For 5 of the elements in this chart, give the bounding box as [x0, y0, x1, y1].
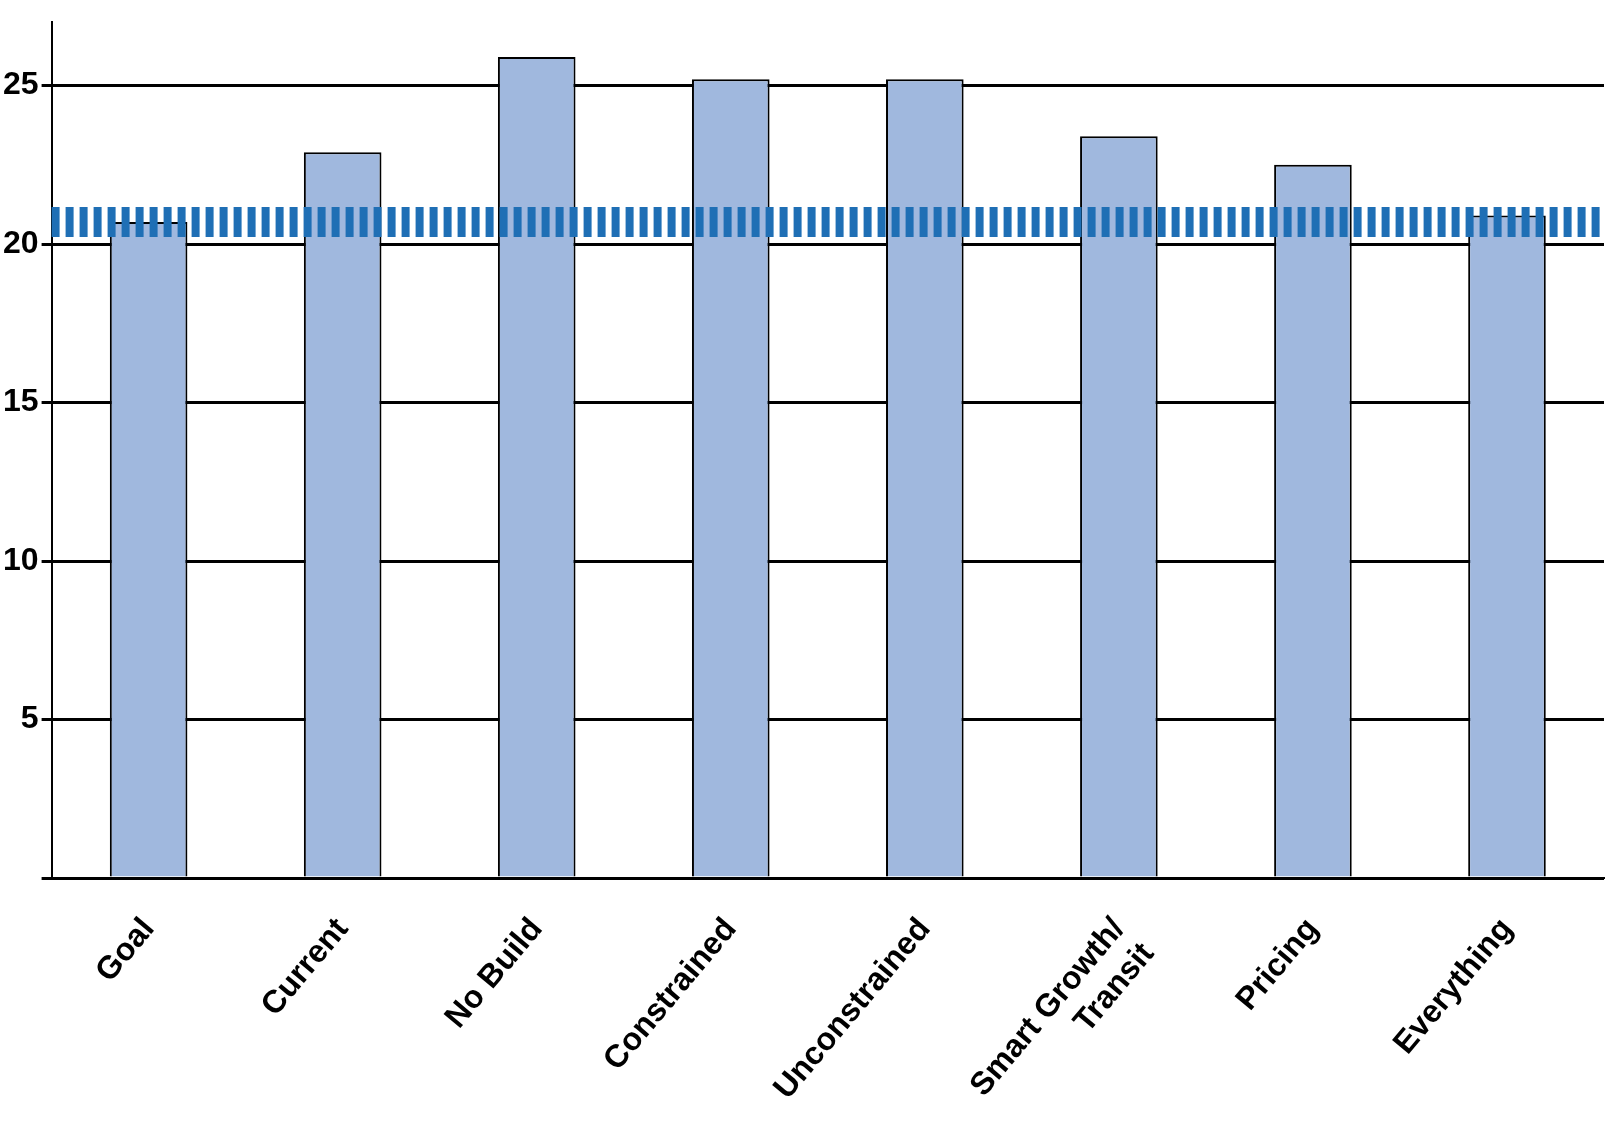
y-tick-label: 5 — [20, 699, 39, 736]
y-tick-label: 15 — [3, 382, 39, 419]
y-tick-label: 10 — [3, 540, 39, 577]
y-tick-label: 25 — [3, 65, 39, 102]
y-tick-label: 20 — [3, 223, 39, 260]
